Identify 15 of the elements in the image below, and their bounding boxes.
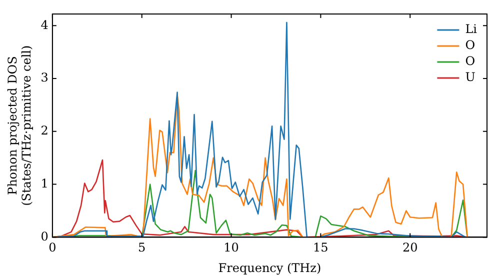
legend-label: Li bbox=[465, 22, 478, 36]
x-tick-label: 15 bbox=[313, 240, 328, 255]
x-tick-label: 10 bbox=[224, 240, 239, 255]
y-tick-label: 4 bbox=[40, 18, 49, 32]
legend-label: O bbox=[465, 38, 476, 52]
y-axis-title: Phonon projected DOS (States/THz·primitive cell) bbox=[5, 45, 34, 206]
y-tick-label: 3 bbox=[40, 70, 48, 85]
legend-label: O bbox=[465, 54, 476, 68]
x-tick-label: 20 bbox=[402, 240, 418, 255]
y-tick-label: 2 bbox=[40, 124, 48, 138]
legend-label: U bbox=[465, 70, 476, 84]
x-tick-label: 5 bbox=[138, 240, 146, 255]
y-tick-label: 1 bbox=[40, 176, 48, 190]
x-axis-title: Frequency (THz) bbox=[218, 260, 322, 275]
y-tick-label: 0 bbox=[40, 229, 48, 244]
